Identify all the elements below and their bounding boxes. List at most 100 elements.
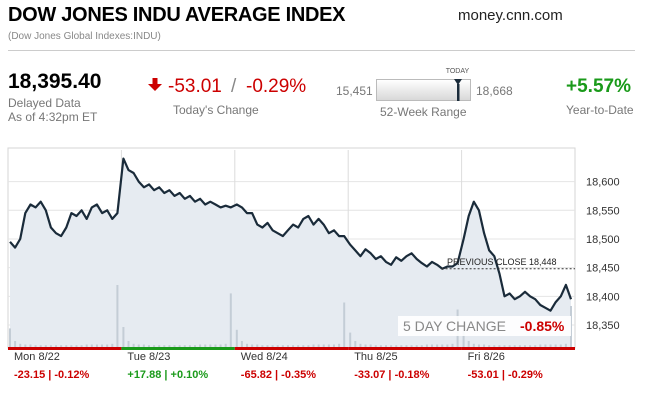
week52-range-label: 52-Week Range <box>380 105 467 119</box>
volume-bar <box>379 345 382 348</box>
day-change: -23.15 | -0.12% <box>14 369 90 381</box>
volume-bar <box>153 345 156 348</box>
volume-bar <box>544 344 547 348</box>
volume-bar <box>39 345 42 348</box>
volume-bar <box>415 345 418 348</box>
volume-bar <box>163 345 166 348</box>
y-tick-label: 18,550 <box>586 205 620 217</box>
volume-bar <box>188 345 191 348</box>
volume-bar <box>564 343 567 348</box>
volume-bar <box>307 345 310 348</box>
volume-bar <box>503 345 506 348</box>
volume-bar <box>343 302 346 348</box>
volume-bar <box>518 345 521 348</box>
index-price: 18,395.40 <box>8 70 102 93</box>
ytd-label: Year-to-Date <box>566 103 634 117</box>
day-baseline <box>348 347 462 350</box>
volume-bar <box>312 344 315 348</box>
volume-bar <box>261 345 264 348</box>
day-label: Thu 8/25 <box>354 351 398 363</box>
price-line <box>9 157 573 312</box>
todays-change-value: -53.01 <box>168 76 222 97</box>
volume-bar <box>349 332 352 348</box>
week52-today-marker-icon <box>453 79 462 101</box>
volume-bar <box>405 345 408 348</box>
five-day-chart: 18,600 18,550 18,500 18,450 18,400 18,350 PREV… <box>7 147 620 350</box>
volume-bar <box>111 343 114 348</box>
day-baseline <box>8 347 122 350</box>
week52-range-bar <box>376 79 471 101</box>
volume-bar <box>122 327 125 348</box>
volume-bar <box>49 345 52 348</box>
volume-bar <box>420 345 423 348</box>
day-baseline <box>461 347 575 350</box>
volume-bar <box>24 344 27 348</box>
volume-bar <box>297 345 300 348</box>
volume-bar <box>338 343 341 348</box>
volume-bar <box>224 343 227 348</box>
week52-high: 18,668 <box>476 84 513 98</box>
volume-bar <box>554 344 557 348</box>
todays-change-percent: -0.29% <box>246 76 307 97</box>
volume-bar <box>322 344 325 348</box>
volume-bar <box>302 345 305 348</box>
five-day-change-label: 5 DAY CHANGE <box>403 318 506 334</box>
volume-bar <box>332 344 335 348</box>
week52-today-label: TODAY <box>445 68 470 75</box>
day-label: Tue 8/23 <box>127 351 171 363</box>
volume-bar <box>513 345 516 348</box>
volume-bar <box>467 341 470 348</box>
y-tick-label: 18,450 <box>586 263 620 275</box>
volume-bar <box>9 328 11 348</box>
volume-bar <box>364 344 367 348</box>
volume-bar <box>327 344 330 348</box>
volume-bar <box>29 344 32 348</box>
day-baseline <box>234 347 349 350</box>
as-of-time: As of 4:32pm ET <box>8 110 98 124</box>
volume-bar <box>132 343 135 348</box>
down-arrow-icon <box>148 78 162 91</box>
day-label: Fri 8/26 <box>467 351 505 363</box>
volume-bar <box>235 329 238 348</box>
volume-bar <box>116 285 119 348</box>
y-tick-label: 18,350 <box>586 320 620 332</box>
todays-change-label: Today's Change <box>173 103 259 117</box>
volume-bar <box>137 344 140 348</box>
volume-bar <box>256 344 259 348</box>
source-label: money.cnn.com <box>458 7 563 24</box>
volume-bar <box>276 345 279 348</box>
volume-bar <box>451 343 454 348</box>
volume-bar <box>493 345 496 348</box>
delayed-data-label: Delayed Data <box>8 96 81 110</box>
volume-bar <box>70 345 73 348</box>
volume-bar <box>183 345 186 348</box>
volume-bar <box>508 345 511 348</box>
volume-bar <box>199 344 202 348</box>
volume-bar <box>395 345 398 348</box>
volume-bar <box>523 345 526 348</box>
day-change: -33.07 | -0.18% <box>354 369 430 381</box>
volume-bar <box>19 343 22 348</box>
day-change: -53.01 | -0.29% <box>467 369 543 381</box>
week52-low: 15,451 <box>336 84 373 98</box>
previous-close-label: PREVIOUS CLOSE 18,448 <box>447 257 557 267</box>
price-area <box>10 158 571 348</box>
volume-bar <box>271 345 274 348</box>
y-tick-label: 18,500 <box>586 234 620 246</box>
volume-bar <box>436 344 439 348</box>
volume-bar <box>354 341 357 348</box>
volume-bar <box>286 345 289 348</box>
volume-bar <box>158 345 161 348</box>
volume-bar <box>292 345 295 348</box>
volume-bar <box>446 344 449 348</box>
volume-bar <box>472 343 475 348</box>
day-label: Mon 8/22 <box>14 351 60 363</box>
volume-bar <box>390 345 393 348</box>
volume-bar <box>529 345 532 348</box>
volume-bar <box>369 344 372 348</box>
volume-bar <box>75 345 78 348</box>
volume-bar <box>229 293 232 348</box>
volume-bar <box>488 345 491 348</box>
volume-bar <box>431 344 434 348</box>
volume-bar <box>55 345 58 348</box>
